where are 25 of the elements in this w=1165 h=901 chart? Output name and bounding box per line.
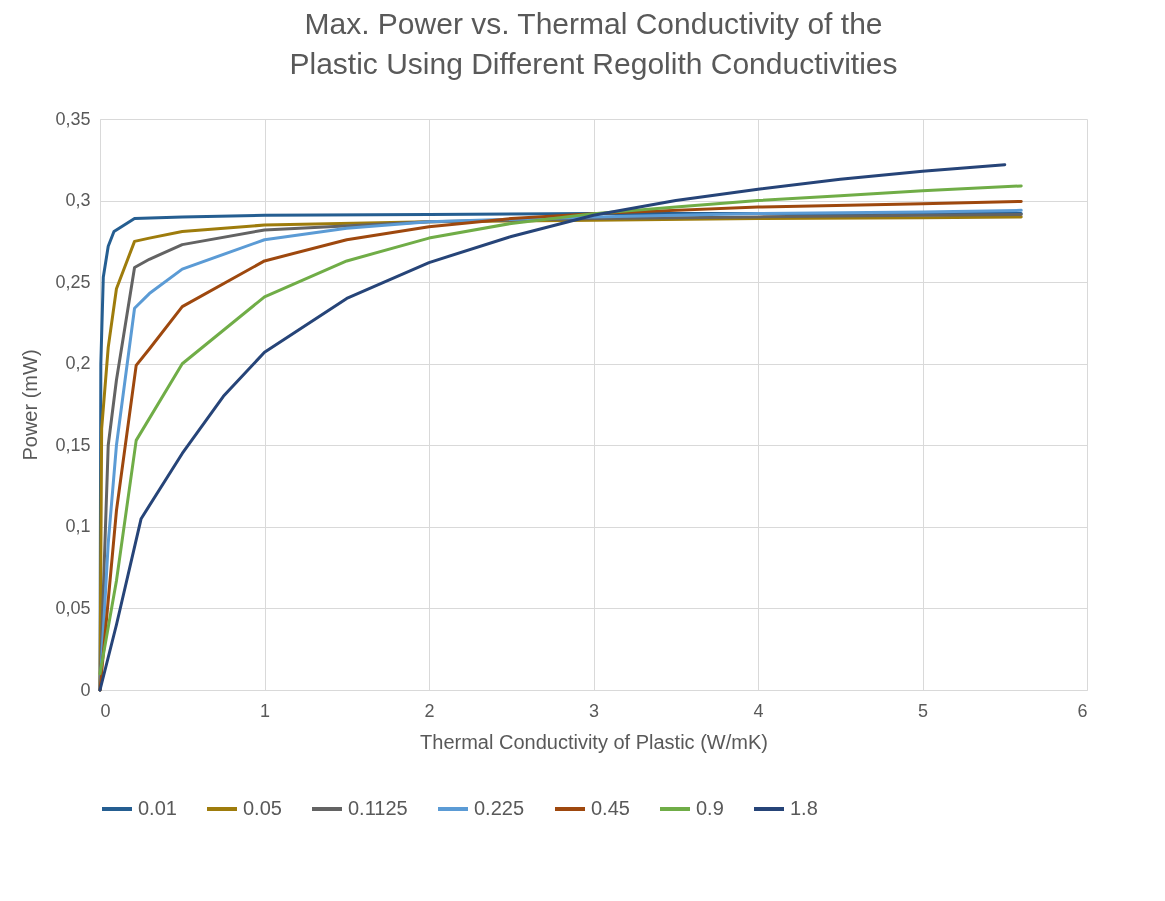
x-tick-label: 5 (917, 700, 929, 721)
x-axis-title: Thermal Conductivity of Plastic (W/mK) (420, 730, 768, 753)
legend-label: 0.45 (591, 797, 630, 819)
y-tick-label: 0,15 (55, 434, 91, 455)
x-tick-label: 1 (259, 700, 271, 721)
x-tick-label: 3 (588, 700, 600, 721)
x-tick-label: 0 (100, 700, 111, 721)
y-tick-label: 0 (80, 679, 91, 700)
y-tick-label: 0,05 (55, 597, 91, 618)
legend-label: 0.9 (696, 797, 724, 819)
y-tick-label: 0,1 (65, 516, 91, 537)
y-tick-label: 0,3 (65, 190, 91, 211)
legend-label: 0.01 (138, 797, 177, 819)
x-tick-label: 4 (753, 700, 764, 721)
y-tick-label: 0,25 (55, 271, 91, 292)
legend-label: 0.225 (474, 797, 525, 819)
y-tick-label: 0,2 (65, 353, 91, 374)
legend-label: 0.1125 (348, 797, 408, 819)
y-axis-title: Power (mW) (19, 349, 42, 461)
y-tick-label: 0,35 (55, 108, 91, 129)
chart-title: Max. Power vs. Thermal Conductivity of the Plastic Using Different Regolith Conductivities (289, 7, 898, 80)
x-tick-label: 2 (424, 700, 435, 721)
legend-label: 0.05 (243, 797, 282, 819)
legend-label: 1.8 (790, 797, 818, 819)
x-tick-label: 6 (1077, 700, 1088, 721)
